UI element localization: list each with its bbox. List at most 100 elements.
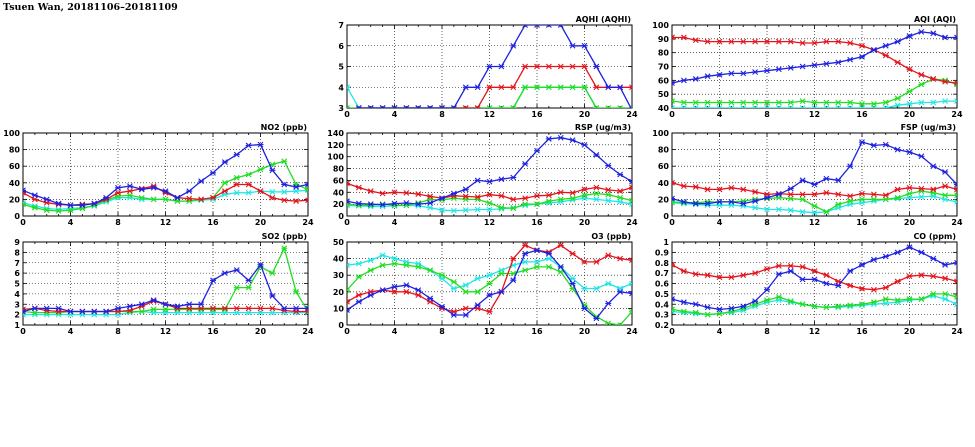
data-point-red [210,305,216,312]
data-point-red [752,189,759,195]
data-point-cyan [799,208,806,215]
data-point-green [593,105,600,108]
data-point-red [605,187,612,193]
data-point-blue [79,202,86,209]
y-tick-label: 0.2 [655,321,669,330]
data-point-green [894,95,901,102]
data-point-blue [799,276,806,283]
data-point-blue [835,177,842,184]
data-point-blue [522,25,529,28]
data-point-red [462,105,469,108]
data-point-blue [641,183,647,188]
data-point-green [569,84,576,91]
data-point-red [221,305,228,312]
data-point-blue [450,190,457,197]
x-tick-label: 20 [904,218,916,227]
x-tick-label: 0 [20,327,26,336]
data-point-red [198,196,205,203]
data-point-blue [870,142,877,149]
data-point-cyan [581,285,588,292]
data-point-blue [379,201,386,208]
y-tick-label: 60 [333,176,345,185]
data-point-green [162,306,169,313]
data-point-green [787,195,794,202]
y-tick-label: 0.6 [655,280,670,289]
data-point-green [811,99,818,106]
data-point-cyan [906,194,913,201]
data-point-red [847,40,854,46]
data-point-blue [486,63,493,70]
series-group-no2 [23,141,308,214]
data-point-blue [23,308,26,315]
data-point-green [752,99,759,106]
y-tick-label: 80 [658,49,670,58]
data-point-green [641,200,647,205]
data-point-green [486,200,493,206]
data-point-green [138,194,145,201]
data-point-red [906,66,913,73]
data-point-green [281,245,288,252]
y-tick-label: 0 [663,212,669,221]
data-point-red [775,262,782,269]
data-point-green [859,301,865,308]
data-point-blue [799,63,806,70]
data-point-green [67,207,74,214]
data-point-red [894,186,901,193]
data-point-blue [870,256,877,263]
data-point-blue [605,300,612,307]
data-point-red [545,63,552,70]
data-point-cyan [617,198,624,205]
data-point-blue [486,178,493,185]
data-point-green [906,296,913,302]
y-tick-label: 80 [333,165,345,174]
data-point-green [498,270,505,277]
data-point-green [31,204,38,211]
x-tick-label: 16 [856,218,868,227]
data-point-blue [847,56,854,63]
data-point-red [305,197,308,204]
data-point-green [474,288,481,295]
data-point-blue [740,70,747,77]
data-point-green [704,99,711,106]
data-point-blue [522,160,529,167]
y-tick-label: 1 [14,321,20,330]
y-tick-label: 140 [327,129,344,138]
data-point-blue [593,152,600,158]
data-point-blue [498,176,505,183]
data-point-blue [245,277,252,284]
data-point-red [233,305,240,312]
data-point-green [847,198,854,204]
data-point-red [347,180,350,187]
x-tick-label: 16 [856,110,868,119]
x-tick-label: 0 [669,110,675,119]
data-point-green [823,304,830,311]
data-point-red [557,242,564,249]
y-tick-label: 20 [658,195,670,204]
x-tick-label: 20 [579,327,591,336]
data-point-green [305,186,308,193]
data-point-blue [882,42,889,49]
data-point-red [835,38,842,45]
data-point-cyan [764,206,770,213]
data-point-green [704,311,711,318]
data-point-blue [305,181,308,188]
data-point-green [859,100,865,107]
data-point-red [629,84,632,91]
data-point-red [281,197,288,204]
chart-aqhi: 0 4 8 12 16 20 24 3 4 5 6 7 AQHI (AQHI) [338,15,638,119]
data-point-green [379,262,386,269]
data-point-red [787,38,794,45]
data-point-cyan [269,189,276,195]
y-tick-label: 0.4 [655,300,670,309]
data-point-green [799,196,806,203]
data-point-red [581,259,588,265]
x-tick-label: 24 [302,327,314,336]
data-point-green [498,204,505,211]
y-tick-label: 5 [14,280,20,289]
data-point-blue [379,287,386,294]
grid-no2 [23,133,308,216]
data-point-red [617,188,624,194]
data-point-green [43,207,50,214]
y-tick-label: 0.9 [655,248,670,257]
chart-no2: 0 4 8 12 16 20 24 0 20 40 60 80 100 NO2 (ppb) [3,123,314,227]
